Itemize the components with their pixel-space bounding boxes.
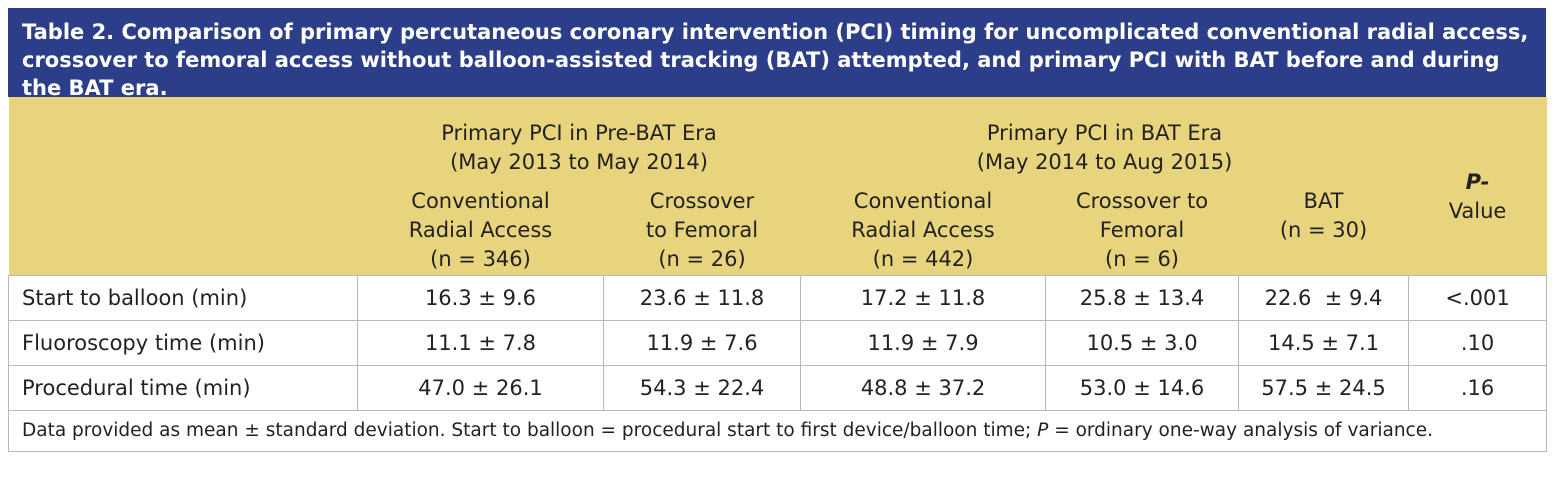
row-label: Procedural time (min) [8,364,358,411]
column-header-line: BAT [1303,189,1344,213]
cell: 57.5 ± 24.5 [1238,364,1410,411]
cell: 16.3 ± 9.6 [357,274,604,321]
group-label: Primary PCI in Pre-BAT Era [441,121,717,145]
column-header-line: to Femoral [645,218,759,242]
cell: 47.0 ± 26.1 [357,364,604,411]
table-row: Procedural time (min) 47.0 ± 26.1 54.3 ± 2… [8,364,1548,411]
column-header: Crossover to Femoral (n = 6) [1045,183,1239,275]
column-header-line: (n = 442) [872,247,974,271]
p-rest: Value [1448,198,1507,223]
cell: 11.1 ± 7.8 [357,319,604,366]
column-header-line: Conventional [411,189,550,213]
column-header: Conventional Radial Access (n = 346) [357,183,604,275]
column-header-line: Crossover [649,189,755,213]
column-header-line: Radial Access [851,218,995,242]
column-header-line: Radial Access [408,218,553,242]
cell: 17.2 ± 11.8 [800,274,1047,321]
row-label: Start to balloon (min) [8,274,358,321]
cell: 11.9 ± 7.6 [602,319,802,366]
table-title: Table 2. Comparison of primary percutane… [8,8,1546,100]
column-header: Conventional Radial Access (n = 442) [800,183,1046,275]
data-table: Primary PCI in Pre-BAT Era (May 2013 to M… [7,97,1548,452]
table-row: Start to balloon (min) 16.3 ± 9.6 23.6 ± 1… [8,274,1548,321]
cell: 10.5 ± 3.0 [1045,319,1240,366]
group-dates: (May 2013 to May 2014) [450,150,708,174]
footnote-part: = ordinary one-way analysis of variance. [1048,420,1433,441]
column-header: BAT (n = 30) [1238,183,1409,275]
cell: 54.3 ± 22.4 [602,364,802,411]
p-italic: P- [1465,169,1490,194]
column-header-line: (n = 30) [1279,218,1368,242]
cell: <.001 [1408,274,1548,321]
cell: 22.6 ± 9.4 [1238,274,1410,321]
footnote-part: P [1037,420,1049,441]
row-label: Fluoroscopy time (min) [8,319,358,366]
cell: 48.8 ± 37.2 [800,364,1047,411]
column-header: Crossover to Femoral (n = 26) [603,183,801,275]
cell: 11.9 ± 7.9 [800,319,1047,366]
footnote-row: Data provided as mean ± standard deviati… [7,409,1548,452]
p-value-header: P- Value [1408,97,1547,275]
cell: .10 [1408,319,1548,366]
cell: 14.5 ± 7.1 [1238,319,1410,366]
cell: 53.0 ± 14.6 [1045,364,1240,411]
cell: .16 [1408,364,1548,411]
table-row: Fluoroscopy time (min) 11.1 ± 7.8 11.9 ± 7… [8,319,1548,366]
column-header-line: Conventional [853,189,993,213]
cell: 23.6 ± 11.8 [602,274,802,321]
column-header-line: (n = 6) [1105,247,1180,271]
cell: 25.8 ± 13.4 [1045,274,1240,321]
corner-cell [8,97,358,275]
group-header: Primary PCI in BAT Era (May 2014 to Aug 2… [800,97,1409,183]
group-dates: (May 2014 to Aug 2015) [976,150,1233,174]
column-header-line: (n = 26) [658,247,746,271]
footnote-part: Data provided as mean ± standard deviati… [22,420,1038,441]
group-header: Primary PCI in Pre-BAT Era (May 2013 to M… [357,97,801,183]
footnote: Data provided as mean ± standard deviati… [7,409,1548,452]
table-figure: Table 2. Comparison of primary percutane… [7,8,1548,452]
column-header-line: Crossover to [1075,189,1209,213]
group-label: Primary PCI in BAT Era [986,121,1223,145]
column-header-line: (n = 346) [430,247,531,271]
column-header-line: Femoral [1099,218,1185,242]
